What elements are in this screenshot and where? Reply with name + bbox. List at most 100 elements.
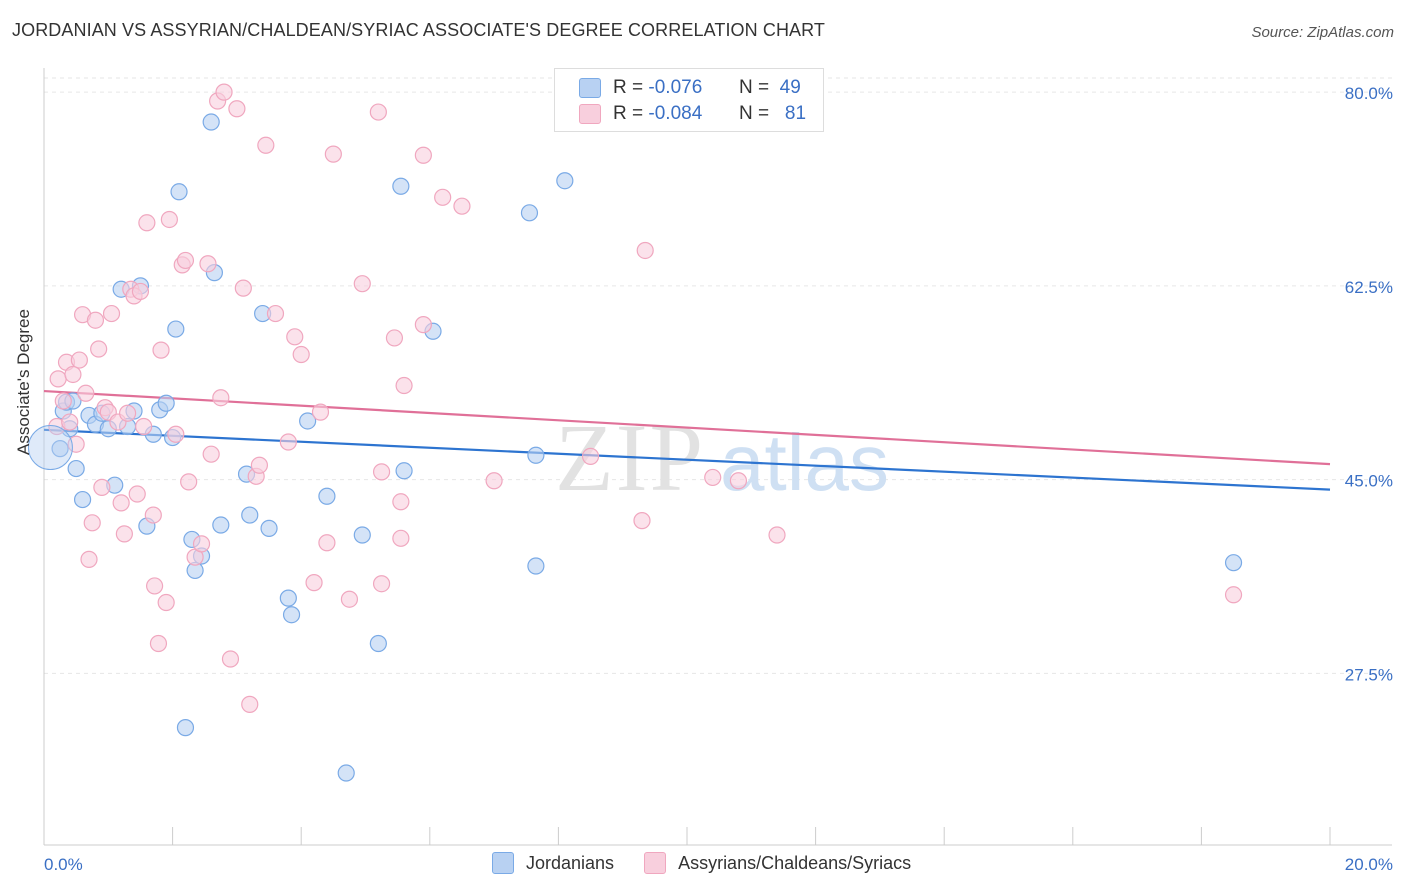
point-assyrians [160, 210, 178, 229]
point-assyrians [145, 577, 164, 595]
point-jordanians [73, 490, 92, 509]
assyrians-swatch [579, 104, 601, 124]
point-assyrians [115, 525, 133, 543]
point-assyrians [257, 136, 275, 154]
point-assyrians [118, 404, 137, 422]
point-assyrians [1224, 586, 1243, 604]
point-jordanians [167, 320, 185, 338]
point-jordanians [369, 634, 387, 653]
point-jordanians [202, 113, 220, 131]
point-assyrians [221, 650, 240, 668]
point-assyrians [215, 83, 233, 101]
trend-line-assyrians [43, 389, 1331, 466]
legend-swatch-jordanians [492, 852, 514, 874]
point-assyrians [392, 529, 410, 547]
y-tick-label: 45.0% [1345, 472, 1393, 491]
point-assyrians [434, 188, 452, 206]
point-assyrians [212, 389, 230, 407]
point-assyrians [340, 590, 359, 608]
legend-item-assyrians[interactable]: Assyrians/Chaldeans/Syriacs [644, 852, 911, 874]
point-assyrians [176, 251, 195, 270]
y-tick-label: 62.5% [1345, 278, 1393, 297]
point-assyrians [241, 695, 259, 713]
point-assyrians [279, 433, 297, 451]
point-jordanians [392, 177, 410, 195]
point-assyrians [64, 365, 82, 384]
point-assyrians [250, 456, 269, 474]
legend-swatch-assyrians [644, 852, 667, 874]
point-assyrians [228, 100, 246, 118]
tick-labels: 27.5% 45.0% 62.5% 80.0% 0.0% 20.0% [44, 84, 1393, 874]
y-tick-label: 80.0% [1345, 84, 1393, 103]
point-assyrians [192, 535, 211, 553]
point-assyrians [112, 494, 130, 512]
point-jordanians [1224, 554, 1243, 572]
trend-lines [43, 389, 1331, 491]
point-assyrians [167, 425, 185, 443]
jordanians-swatch [579, 78, 601, 98]
point-jordanians [337, 764, 355, 782]
n-label: N = [738, 103, 770, 124]
grid-lines [44, 77, 1392, 674]
point-jordanians [520, 204, 539, 222]
point-assyrians [199, 255, 217, 273]
point-assyrians [61, 413, 79, 431]
point-assyrians [138, 214, 156, 232]
point-assyrians [633, 512, 651, 530]
legend-item-jordanians[interactable]: Jordanians [492, 852, 614, 874]
point-assyrians [305, 574, 323, 592]
axes [43, 68, 1392, 846]
r-value: -0.084 [648, 103, 703, 124]
point-assyrians [318, 534, 336, 552]
point-assyrians [636, 241, 654, 260]
point-assyrians [372, 463, 391, 481]
stats-legend: R = -0.076 N = 49 R = -0.084 N = 81 [554, 68, 824, 132]
point-jordanians [395, 462, 413, 480]
point-jordanians [51, 440, 69, 458]
series-legend: Jordanians Assyrians/Chaldeans/Syriacs [492, 852, 941, 874]
r-label: R = [613, 77, 644, 98]
point-jordanians [282, 606, 301, 624]
point-jordanians [556, 172, 574, 190]
point-jordanians [260, 519, 278, 537]
point-assyrians [86, 311, 105, 329]
point-assyrians [324, 145, 342, 163]
point-jordanians [527, 446, 545, 464]
point-jordanians [157, 394, 175, 412]
point-jordanians [527, 557, 545, 575]
n-value: 81 [784, 103, 807, 124]
x-tick-label: 0.0% [44, 855, 83, 874]
point-assyrians [144, 506, 162, 524]
point-assyrians [80, 550, 98, 568]
point-assyrians [286, 328, 304, 346]
point-jordanians [170, 183, 188, 201]
point-jordanians-cluster [27, 425, 73, 471]
watermark: ZIP atlas [555, 404, 889, 511]
point-jordanians [279, 589, 297, 607]
point-assyrians [729, 472, 748, 490]
point-assyrians [77, 384, 95, 402]
point-assyrians [768, 526, 786, 544]
point-assyrians [414, 146, 432, 164]
point-assyrians [70, 351, 88, 369]
r-value: -0.076 [648, 77, 703, 98]
data-points [27, 83, 1243, 782]
point-jordanians [176, 719, 195, 737]
point-assyrians [131, 282, 150, 301]
point-jordanians [299, 412, 317, 430]
y-axis-label: Associate's Degree [14, 309, 33, 455]
point-assyrians [83, 514, 101, 532]
point-assyrians [485, 472, 503, 490]
point-jordanians [67, 459, 85, 478]
point-jordanians [241, 506, 259, 524]
stats-row-assyrians: R = -0.084 N = 81 [579, 101, 806, 127]
point-assyrians [369, 103, 387, 121]
point-jordanians [353, 526, 371, 544]
point-assyrians [202, 445, 220, 463]
point-assyrians [49, 370, 67, 388]
point-assyrians [90, 340, 108, 358]
point-assyrians [54, 392, 72, 410]
legend-label-assyrians: Assyrians/Chaldeans/Syriacs [678, 852, 912, 873]
point-assyrians [266, 304, 285, 323]
